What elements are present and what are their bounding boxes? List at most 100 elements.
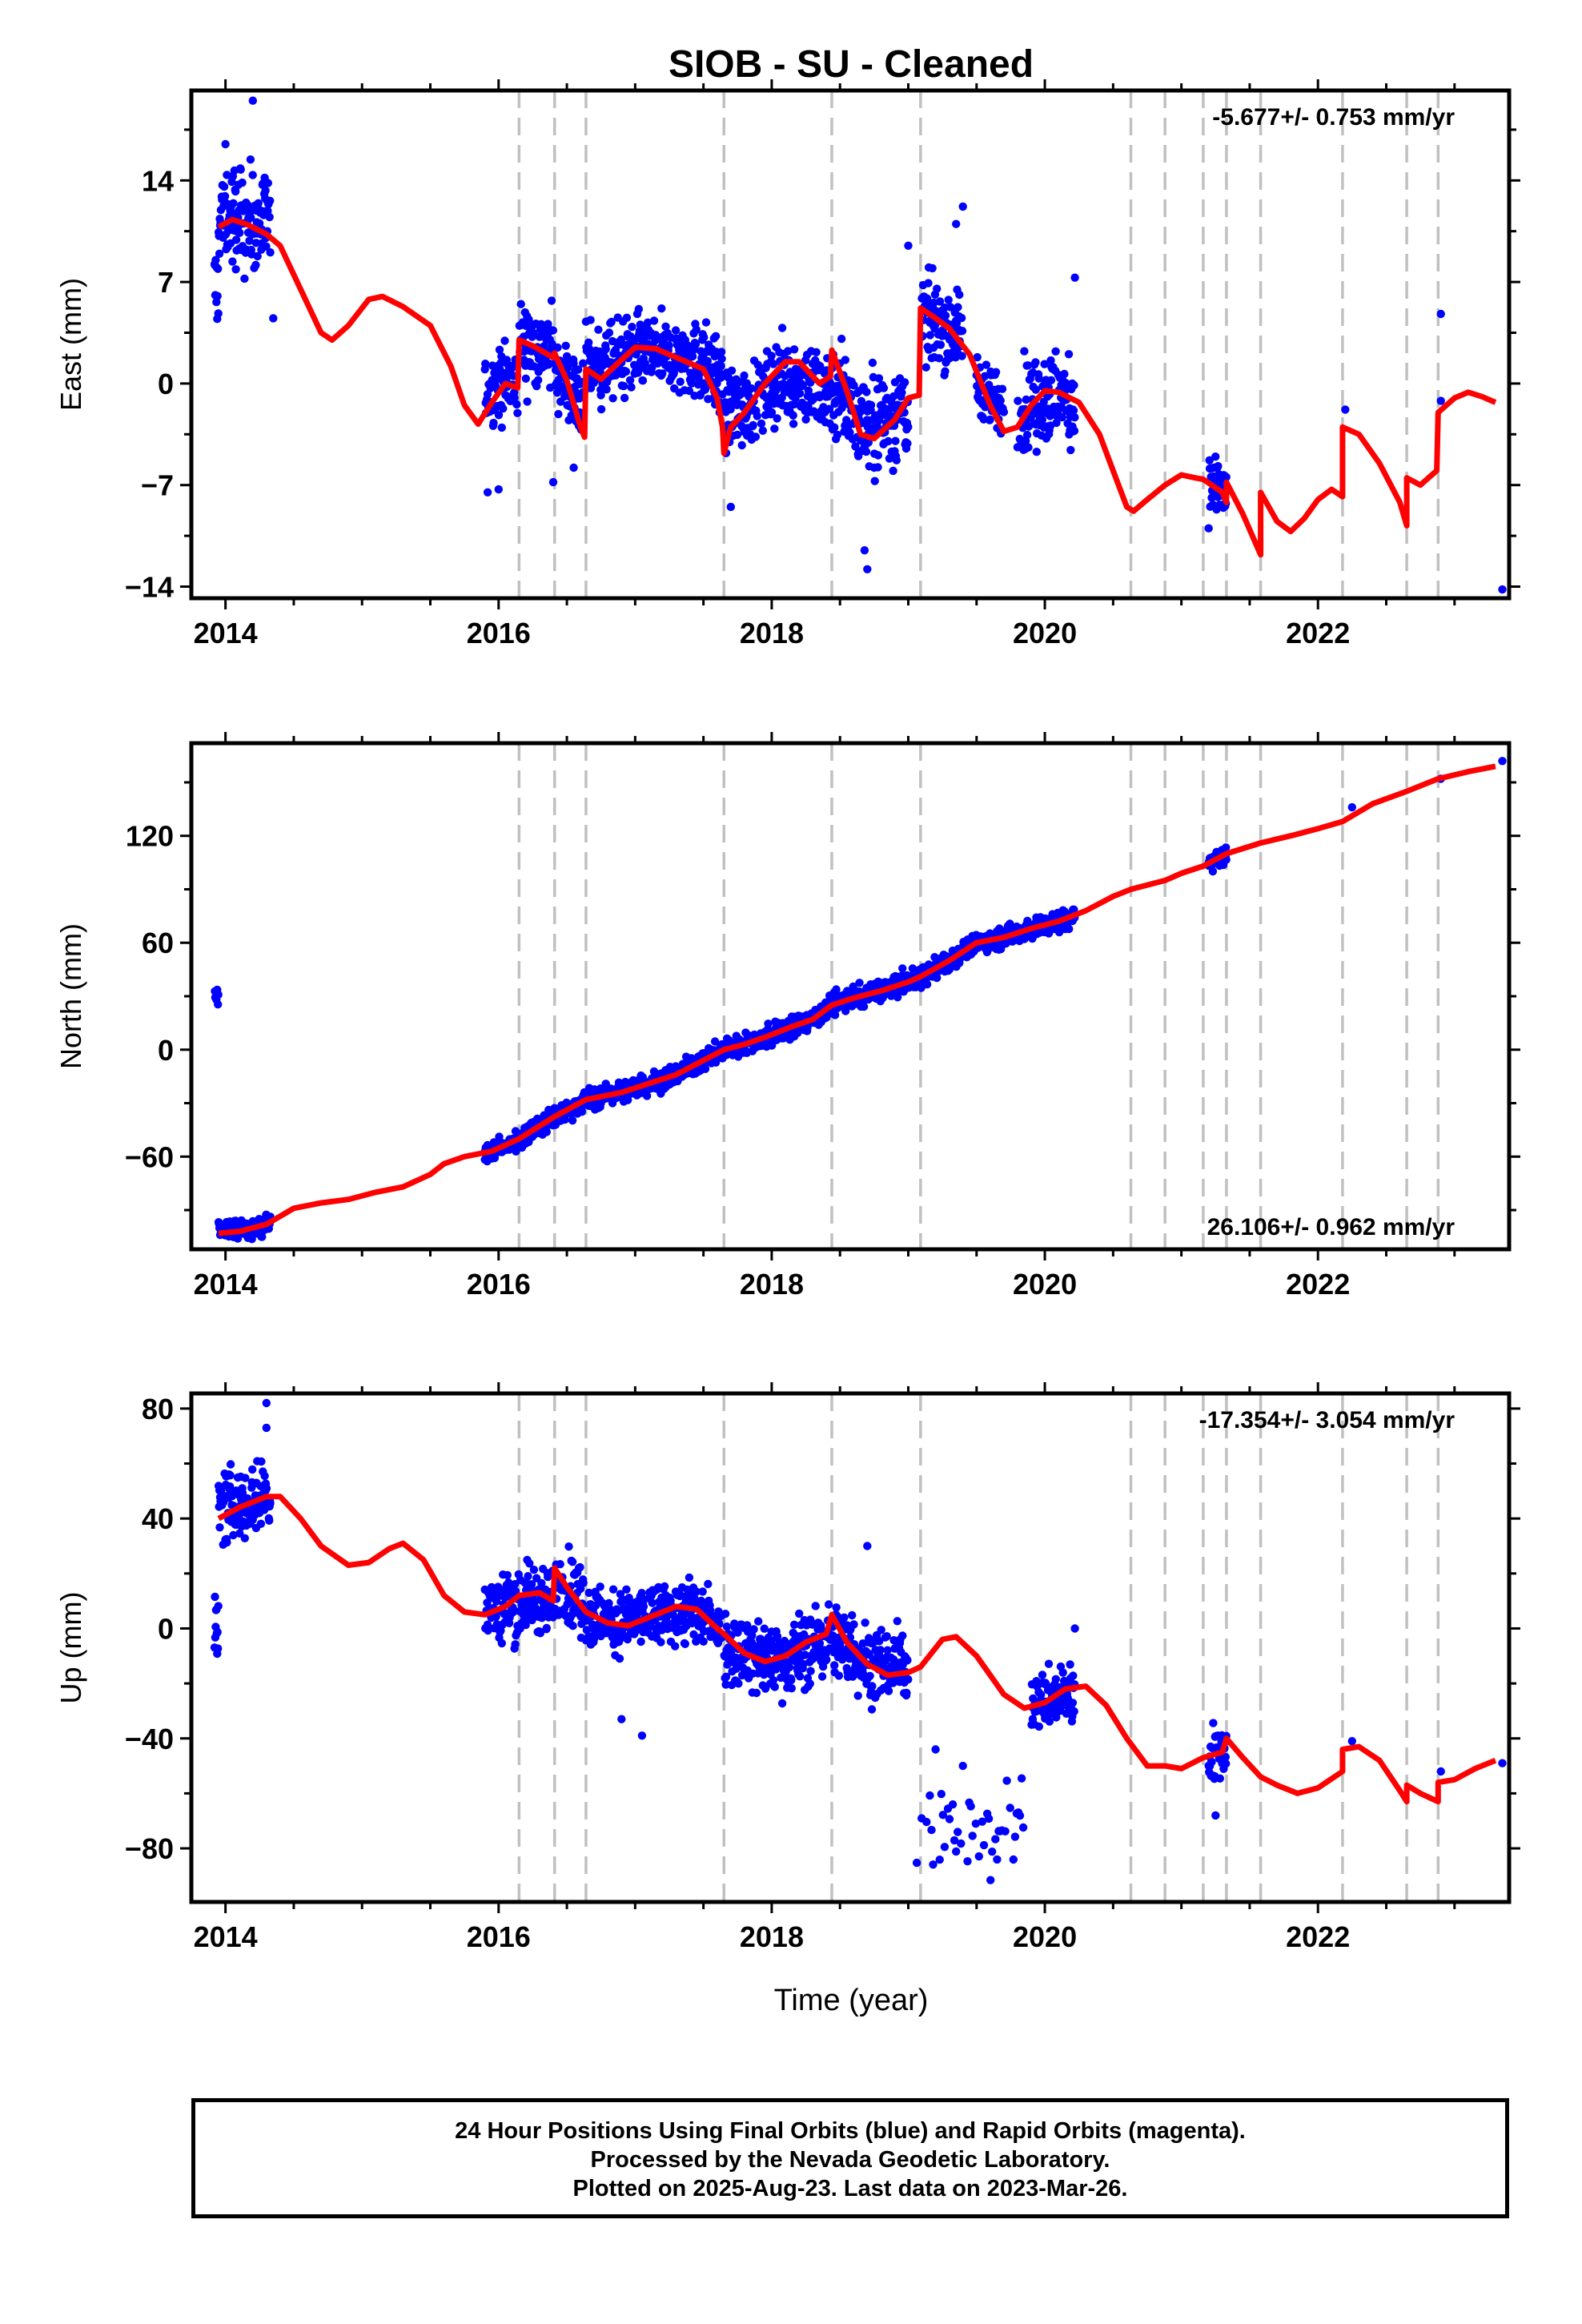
data-point	[867, 1705, 877, 1714]
footer-box: 24 Hour Positions Using Final Orbits (bl…	[191, 2098, 1509, 2218]
data-point	[830, 1661, 839, 1670]
data-point	[253, 251, 262, 261]
chart-title: SIOB - SU - Cleaned	[669, 43, 1034, 86]
data-point	[704, 1579, 713, 1589]
data-point	[529, 1566, 539, 1574]
data-point	[1222, 1759, 1231, 1768]
data-point	[241, 1474, 250, 1482]
data-point	[1022, 430, 1032, 440]
y-tick-label: −80	[125, 1832, 174, 1865]
data-point	[903, 439, 912, 448]
data-point	[548, 326, 558, 335]
data-point	[511, 1640, 520, 1649]
data-point	[935, 1856, 944, 1864]
data-point	[758, 426, 767, 435]
data-point	[251, 239, 261, 247]
data-point	[897, 388, 906, 397]
data-point	[733, 1628, 742, 1637]
data-point	[824, 1600, 833, 1609]
data-point	[991, 368, 1001, 376]
data-point	[1060, 369, 1069, 379]
data-point	[1020, 347, 1029, 356]
data-point	[621, 367, 631, 376]
data-point	[494, 485, 503, 494]
data-point	[749, 1625, 758, 1634]
y-tick-label: −60	[125, 1140, 174, 1173]
data-point	[966, 1802, 975, 1811]
data-point	[767, 352, 776, 360]
data-point	[622, 1585, 631, 1594]
data-point	[527, 1580, 536, 1589]
data-point	[640, 359, 649, 368]
x-axis-label: Time (year)	[774, 1984, 929, 2017]
data-point	[777, 1699, 787, 1708]
data-point	[214, 990, 223, 999]
data-point	[536, 1629, 545, 1638]
data-point	[984, 1814, 994, 1823]
data-point	[952, 219, 961, 228]
data-point	[893, 993, 902, 1002]
data-point	[220, 191, 230, 201]
data-point	[885, 454, 894, 463]
data-point	[215, 1523, 224, 1532]
data-point	[868, 358, 877, 368]
x-tick-label: 2016	[467, 617, 531, 649]
data-point	[922, 1817, 931, 1827]
data-point	[257, 1457, 266, 1466]
data-point	[756, 1634, 765, 1643]
data-point	[940, 1843, 950, 1852]
data-point	[924, 263, 934, 272]
panel-north: 2014 2016 2018 2020 2022 120 60 0 −60 North (mm) 2…	[54, 732, 1520, 1301]
data-point	[256, 1519, 266, 1529]
data-point	[789, 345, 799, 354]
data-point	[638, 376, 648, 385]
data-point	[721, 1680, 730, 1689]
data-point	[996, 396, 1005, 405]
plot-frame	[189, 88, 1512, 601]
data-point	[500, 336, 509, 345]
x-tick-label: 2014	[194, 1268, 258, 1301]
data-point	[993, 1855, 1002, 1864]
x-tick-label: 2014	[194, 1920, 258, 1953]
data-point	[247, 213, 255, 222]
y-axis-label: East (mm)	[54, 278, 87, 411]
data-point	[822, 1655, 831, 1664]
data-point	[1070, 1624, 1079, 1633]
data-point	[240, 1534, 249, 1543]
data-point	[1051, 1675, 1061, 1683]
data-point	[861, 1618, 869, 1627]
data-point	[771, 392, 780, 401]
data-point	[941, 367, 950, 376]
data-point	[769, 360, 778, 368]
data-point	[849, 381, 858, 390]
data-point	[1037, 1691, 1046, 1699]
data-point	[770, 424, 779, 433]
data-point	[266, 196, 275, 205]
footer-line-2: Processed by the Nevada Geodetic Laborat…	[590, 2147, 1110, 2173]
data-point	[699, 1637, 708, 1646]
rate-label: 26.106+/- 0.962 mm/yr	[1207, 1214, 1456, 1240]
data-point	[1215, 1774, 1225, 1783]
data-point	[817, 1672, 827, 1681]
data-point	[616, 335, 626, 344]
data-point	[262, 1484, 271, 1493]
data-point	[974, 1852, 984, 1861]
data-point	[1069, 1671, 1078, 1680]
data-point	[516, 300, 525, 308]
data-point	[495, 345, 504, 354]
data-point	[602, 385, 611, 394]
data-point	[892, 456, 901, 464]
data-point	[262, 1398, 271, 1408]
data-point	[875, 1637, 884, 1646]
data-point	[624, 1096, 632, 1104]
data-point	[481, 360, 490, 368]
data-point	[926, 331, 935, 340]
data-point	[226, 1471, 235, 1480]
data-point	[700, 333, 709, 342]
data-point	[815, 392, 825, 402]
data-point	[889, 466, 897, 476]
data-point	[643, 318, 652, 327]
data-point	[783, 347, 793, 356]
data-point	[1211, 1811, 1220, 1820]
data-point	[231, 235, 241, 244]
